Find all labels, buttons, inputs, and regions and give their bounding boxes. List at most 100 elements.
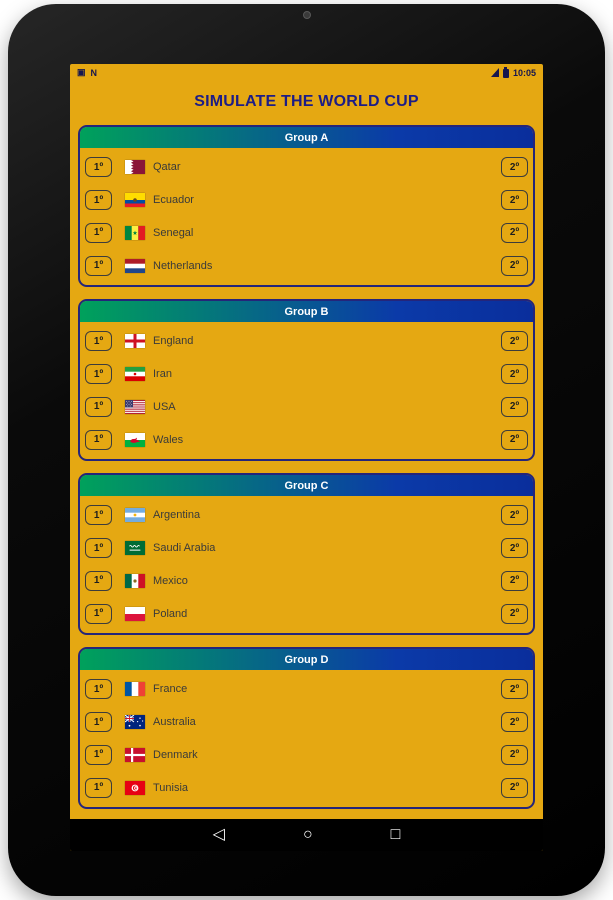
second-place-button[interactable]: 2º xyxy=(501,712,528,733)
first-place-button[interactable]: 1º xyxy=(85,777,112,798)
first-place-button[interactable]: 1º xyxy=(85,190,112,211)
team-name: Wales xyxy=(153,433,184,446)
team-name: Senegal xyxy=(153,226,194,239)
second-place-button[interactable]: 2º xyxy=(501,255,528,276)
team-row: 1º Denmark 2º xyxy=(85,739,528,772)
group-card: Group D 1º France 2º 1º Australia 2º 1º Denmark 2… xyxy=(78,647,535,809)
second-place-button[interactable]: 2º xyxy=(501,222,528,243)
team-name: Iran xyxy=(153,368,172,381)
tablet-frame: ▣ N 10:05 SIMULATE THE WORLD CUP Group A… xyxy=(8,4,605,896)
first-place-button[interactable]: 1º xyxy=(85,679,112,700)
netherlands-flag-icon xyxy=(125,258,145,273)
first-place-button[interactable]: 1º xyxy=(85,570,112,591)
australia-flag-icon xyxy=(125,715,145,730)
team-name: Poland xyxy=(153,607,188,620)
team-name: USA xyxy=(153,400,176,413)
team-row: 1º Iran 2º xyxy=(85,358,528,391)
page-title: SIMULATE THE WORLD CUP xyxy=(194,93,419,110)
team-row: 1º Tunisia 2º xyxy=(85,771,528,804)
team-row: 1º Argentina 2º xyxy=(85,499,528,532)
group-rows: 1º England 2º 1º Iran 2º 1º USA 2º 1º Wales 2º xyxy=(80,322,533,459)
first-place-button[interactable]: 1º xyxy=(85,157,112,178)
group-header: Group C xyxy=(80,475,533,496)
wales-flag-icon xyxy=(125,432,145,447)
second-place-button[interactable]: 2º xyxy=(501,190,528,211)
team-row: 1º Ecuador 2º xyxy=(85,184,528,217)
front-camera-dot xyxy=(302,11,311,19)
second-place-button[interactable]: 2º xyxy=(501,364,528,385)
second-place-button[interactable]: 2º xyxy=(501,777,528,798)
team-name: Mexico xyxy=(153,574,188,587)
argentina-flag-icon xyxy=(125,508,145,523)
first-place-button[interactable]: 1º xyxy=(85,712,112,733)
group-header: Group B xyxy=(80,301,533,322)
group-card: Group A 1º Qatar 2º 1º Ecuador 2º 1º Senegal 2º 1º… xyxy=(78,125,535,287)
second-place-button[interactable]: 2º xyxy=(501,505,528,526)
status-bar-left: ▣ N xyxy=(77,67,97,78)
second-place-button[interactable]: 2º xyxy=(501,396,528,417)
signal-icon xyxy=(490,68,499,77)
groups-list: Group A 1º Qatar 2º 1º Ecuador 2º 1º Senegal 2º 1º… xyxy=(70,123,543,819)
group-rows: 1º Qatar 2º 1º Ecuador 2º 1º Senegal 2º 1º Netherl… xyxy=(80,148,533,285)
nfc-icon: N xyxy=(90,67,98,78)
group-rows: 1º Argentina 2º 1º Saudi Arabia 2º 1º Mexico 2º 1… xyxy=(80,496,533,633)
team-row: 1º Saudi Arabia 2º xyxy=(85,532,528,565)
first-place-button[interactable]: 1º xyxy=(85,364,112,385)
first-place-button[interactable]: 1º xyxy=(85,538,112,559)
battery-icon xyxy=(502,66,509,78)
group-header: Group D xyxy=(80,649,533,670)
senegal-flag-icon xyxy=(125,225,145,240)
poland-flag-icon xyxy=(125,606,145,621)
app-screen: ▣ N 10:05 SIMULATE THE WORLD CUP Group A… xyxy=(70,64,543,851)
team-name: Qatar xyxy=(153,161,181,174)
first-place-button[interactable]: 1º xyxy=(85,222,112,243)
first-place-button[interactable]: 1º xyxy=(85,603,112,624)
team-name: England xyxy=(153,335,194,348)
first-place-button[interactable]: 1º xyxy=(85,505,112,526)
second-place-button[interactable]: 2º xyxy=(501,679,528,700)
second-place-button[interactable]: 2º xyxy=(501,744,528,765)
second-place-button[interactable]: 2º xyxy=(501,603,528,624)
image-notification-icon: ▣ xyxy=(77,67,86,77)
france-flag-icon xyxy=(125,682,145,697)
back-icon[interactable]: ◁ xyxy=(212,826,225,843)
team-name: Australia xyxy=(153,716,196,729)
team-row: 1º France 2º xyxy=(85,673,528,706)
first-place-button[interactable]: 1º xyxy=(85,429,112,450)
recents-icon[interactable]: □ xyxy=(390,826,401,843)
group-card: Group C 1º Argentina 2º 1º Saudi Arabia 2º 1º Me… xyxy=(78,473,535,635)
team-row: 1º Mexico 2º xyxy=(85,565,528,598)
second-place-button[interactable]: 2º xyxy=(501,429,528,450)
second-place-button[interactable]: 2º xyxy=(501,538,528,559)
first-place-button[interactable]: 1º xyxy=(85,255,112,276)
team-row: 1º England 2º xyxy=(85,325,528,358)
team-row: 1º Australia 2º xyxy=(85,706,528,739)
group-rows: 1º France 2º 1º Australia 2º 1º Denmark 2º 1º Tuni… xyxy=(80,670,533,807)
team-name: France xyxy=(153,683,188,696)
team-name: Saudi Arabia xyxy=(153,542,216,555)
status-bar: ▣ N 10:05 xyxy=(70,64,543,81)
team-row: 1º USA 2º xyxy=(85,391,528,424)
first-place-button[interactable]: 1º xyxy=(85,331,112,352)
team-row: 1º Netherlands 2º xyxy=(85,249,528,282)
team-name: Ecuador xyxy=(153,194,194,207)
team-name: Argentina xyxy=(153,509,201,522)
team-name: Tunisia xyxy=(153,781,189,794)
england-flag-icon xyxy=(125,334,145,349)
usa-flag-icon xyxy=(125,399,145,414)
team-row: 1º Senegal 2º xyxy=(85,217,528,250)
first-place-button[interactable]: 1º xyxy=(85,744,112,765)
ecuador-flag-icon xyxy=(125,193,145,208)
clock-text: 10:05 xyxy=(512,67,536,78)
denmark-flag-icon xyxy=(125,747,145,762)
second-place-button[interactable]: 2º xyxy=(501,157,528,178)
team-name: Netherlands xyxy=(153,259,213,272)
second-place-button[interactable]: 2º xyxy=(501,331,528,352)
tunisia-flag-icon xyxy=(125,780,145,795)
group-header: Group A xyxy=(80,127,533,148)
second-place-button[interactable]: 2º xyxy=(501,570,528,591)
home-icon[interactable]: ○ xyxy=(302,826,313,843)
first-place-button[interactable]: 1º xyxy=(85,396,112,417)
team-row: 1º Wales 2º xyxy=(85,423,528,456)
saudi-arabia-flag-icon xyxy=(125,541,145,556)
